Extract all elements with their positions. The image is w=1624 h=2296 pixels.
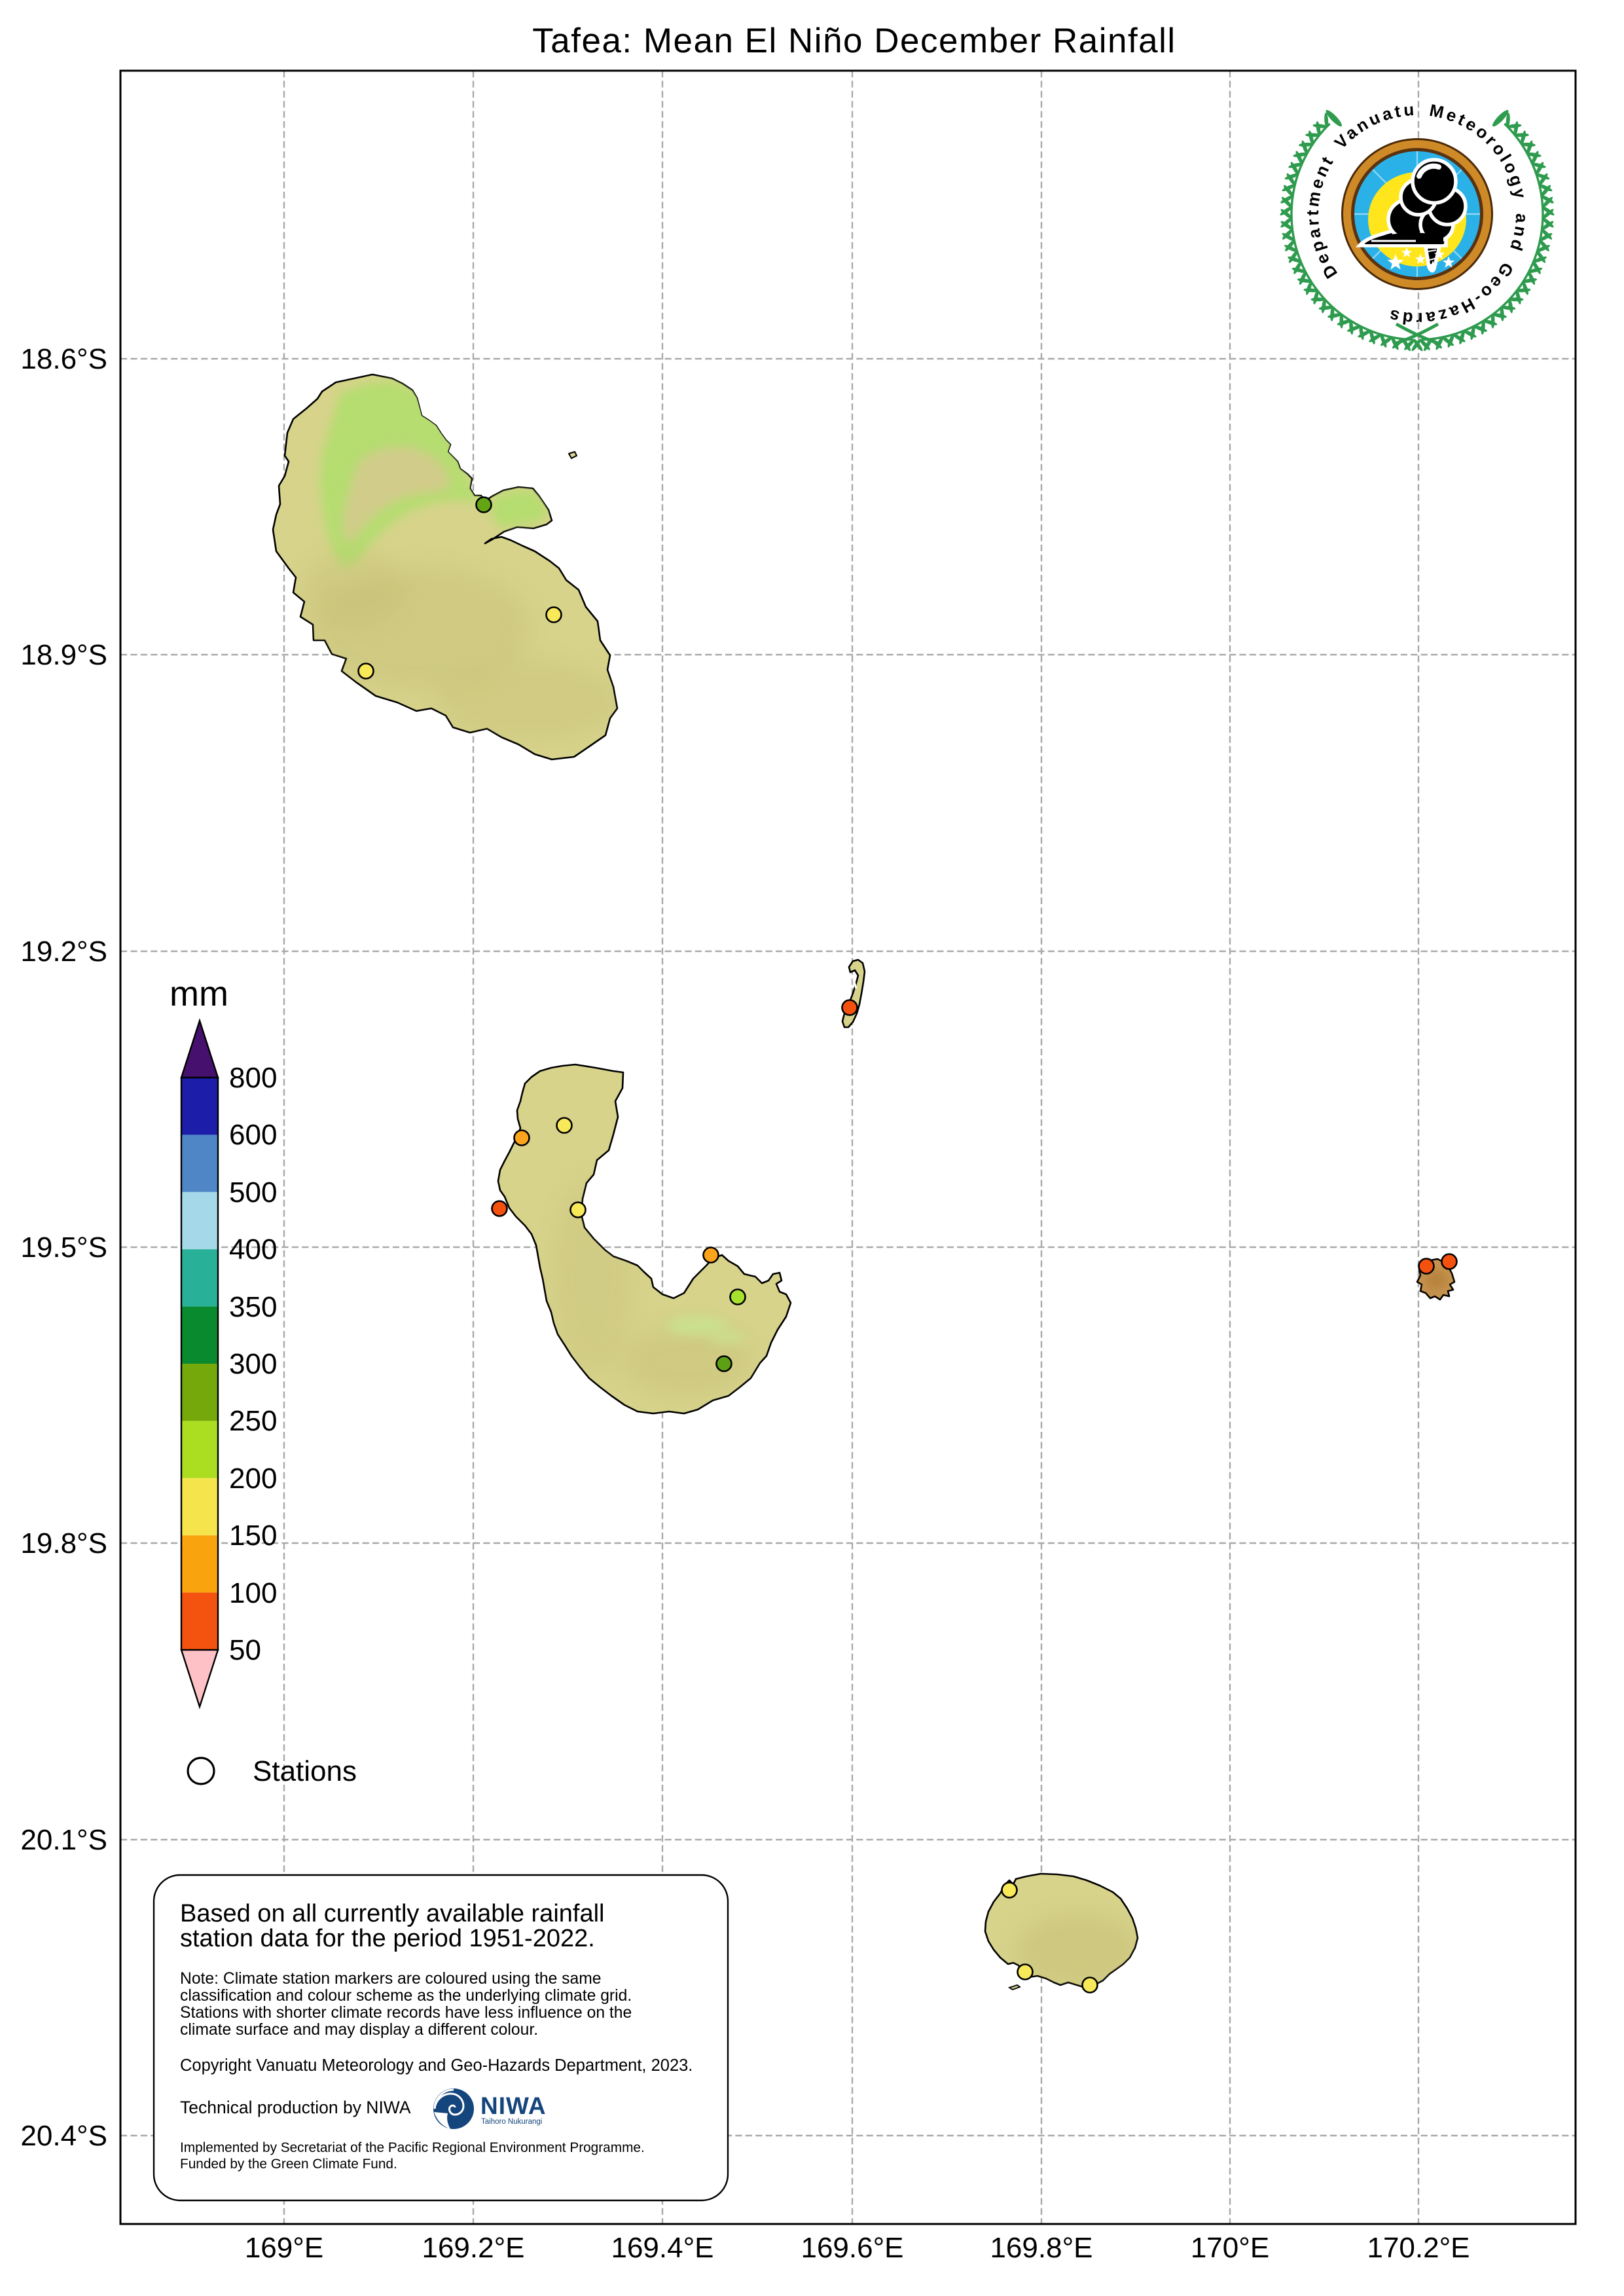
svg-text:169.6°E: 169.6°E [801,2232,903,2264]
svg-text:600: 600 [229,1119,277,1151]
svg-text:19.8°S: 19.8°S [20,1527,107,1559]
svg-text:300: 300 [229,1348,277,1380]
svg-text:20.1°S: 20.1°S [20,1824,107,1856]
svg-text:350: 350 [229,1291,277,1323]
svg-text:19.2°S: 19.2°S [20,936,107,968]
svg-text:500: 500 [229,1176,277,1209]
svg-text:Based on all currently availab: Based on all currently available rainfal… [180,1900,604,1927]
svg-text:169.8°E: 169.8°E [990,2232,1092,2264]
svg-text:200: 200 [229,1463,277,1495]
svg-text:Note: Climate station markers: Note: Climate station markers are colour… [180,1970,602,1988]
svg-text:170.2°E: 170.2°E [1367,2232,1470,2264]
svg-text:climate surface and may displa: climate surface and may display a differ… [180,2021,538,2039]
svg-text:18.9°S: 18.9°S [20,639,107,671]
svg-text:Tafea: Mean El Niño December R: Tafea: Mean El Niño December Rainfall [532,22,1176,60]
svg-text:250: 250 [229,1405,277,1437]
svg-text:Taihoro Nukurangi: Taihoro Nukurangi [481,2118,542,2126]
svg-text:400: 400 [229,1233,277,1266]
svg-text:mm: mm [170,974,228,1013]
svg-text:NIWA: NIWA [480,2092,547,2119]
svg-text:Technical production by NIWA: Technical production by NIWA [180,2098,411,2117]
svg-text:169°E: 169°E [245,2232,323,2264]
svg-text:20.4°S: 20.4°S [20,2120,107,2152]
svg-text:170°E: 170°E [1191,2232,1269,2264]
svg-text:Stations: Stations [253,1755,357,1787]
svg-text:station data for the period 19: station data for the period 1951-2022. [180,1925,595,1952]
svg-text:Funded by the Green Climate Fu: Funded by the Green Climate Fund. [180,2157,397,2172]
svg-text:100: 100 [229,1577,277,1609]
svg-text:Copyright Vanuatu Meteorology: Copyright Vanuatu Meteorology and Geo-Ha… [180,2056,693,2075]
svg-text:800: 800 [229,1062,277,1094]
svg-text:Stations with shorter climate: Stations with shorter climate records ha… [180,2004,632,2022]
svg-text:150: 150 [229,1520,277,1552]
svg-text:19.5°S: 19.5°S [20,1231,107,1264]
svg-text:169.2°E: 169.2°E [422,2232,524,2264]
svg-text:classification and colour sche: classification and colour scheme as the … [180,1987,632,2005]
svg-text:50: 50 [229,1634,261,1666]
svg-text:Implemented by Secretariat of: Implemented by Secretariat of the Pacifi… [180,2140,645,2155]
svg-text:18.6°S: 18.6°S [20,343,107,375]
svg-text:169.4°E: 169.4°E [611,2232,713,2264]
